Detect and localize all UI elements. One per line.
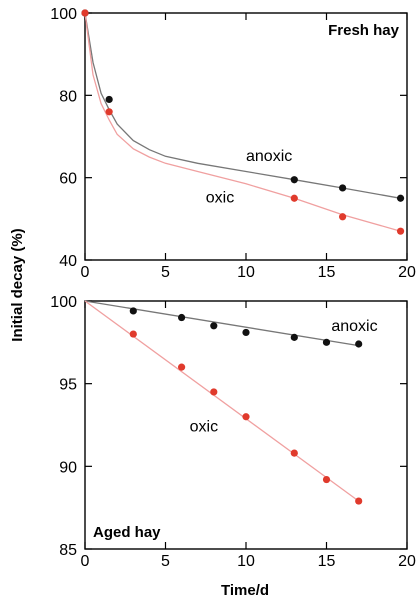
data-point-oxic — [290, 194, 298, 202]
data-point-anoxic — [105, 95, 113, 104]
x-tick-label: 5 — [161, 264, 170, 281]
data-point-oxic — [396, 227, 405, 235]
y-tick-label: 90 — [59, 459, 77, 476]
data-point-oxic — [81, 9, 89, 17]
data-point-oxic — [290, 449, 298, 457]
y-tick-label: 85 — [59, 542, 77, 559]
series-label-oxic: oxic — [206, 189, 234, 206]
x-axis-title: Time/d — [221, 582, 269, 599]
panel-title: Fresh hay — [328, 22, 400, 39]
y-axis-title: Initial decay (%) — [9, 228, 26, 341]
x-tick-label: 5 — [161, 553, 170, 570]
y-tick-label: 40 — [59, 253, 77, 270]
y-tick-label: 95 — [59, 377, 77, 394]
data-point-oxic — [105, 108, 113, 116]
x-tick-label: 10 — [237, 553, 255, 570]
data-point-anoxic — [322, 338, 331, 346]
y-tick-label: 100 — [50, 6, 77, 23]
fit-line-anoxic — [84, 300, 359, 347]
plot-frame — [84, 12, 408, 261]
fit-line-oxic — [84, 12, 401, 232]
data-point-oxic — [355, 497, 363, 505]
panel-1: 0 5 10 15 20 40 60 80 100 anoxic oxic Fresh hay — [50, 6, 416, 281]
data-point-anoxic — [242, 328, 250, 337]
plot-frame — [84, 300, 408, 550]
series-label-oxic: oxic — [190, 419, 218, 436]
data-point-anoxic — [129, 307, 137, 315]
data-point-anoxic — [210, 322, 218, 330]
data-point-anoxic — [396, 194, 405, 202]
data-point-oxic — [339, 213, 347, 221]
data-point-oxic — [129, 330, 137, 338]
x-tick-label: 0 — [81, 553, 90, 570]
panel-title: Aged hay — [93, 524, 161, 541]
data-point-oxic — [322, 475, 331, 484]
data-point-oxic — [242, 413, 250, 421]
data-point-oxic — [178, 363, 186, 371]
x-tick-label: 20 — [398, 264, 416, 281]
y-tick-label: 100 — [50, 294, 77, 311]
panel-2: 0 5 10 15 20 85 90 95 100 anoxic oxic Aged hay — [50, 294, 416, 570]
x-tick-label: 20 — [398, 553, 416, 570]
x-tick-label: 10 — [237, 264, 255, 281]
series-label-anoxic: anoxic — [331, 318, 377, 335]
data-point-anoxic — [290, 176, 298, 184]
y-tick-label: 60 — [59, 171, 77, 188]
y-tick-label: 80 — [59, 88, 77, 105]
fit-line-oxic — [84, 300, 360, 502]
data-point-anoxic — [178, 313, 186, 322]
fit-line-anoxic — [84, 12, 401, 199]
x-tick-label: 15 — [318, 264, 336, 281]
data-point-anoxic — [339, 184, 347, 192]
x-tick-label: 0 — [81, 264, 90, 281]
x-tick-label: 15 — [318, 553, 336, 570]
data-point-oxic — [210, 388, 218, 396]
data-point-anoxic — [355, 340, 363, 348]
data-point-anoxic — [290, 333, 298, 341]
series-label-anoxic: anoxic — [246, 148, 292, 165]
